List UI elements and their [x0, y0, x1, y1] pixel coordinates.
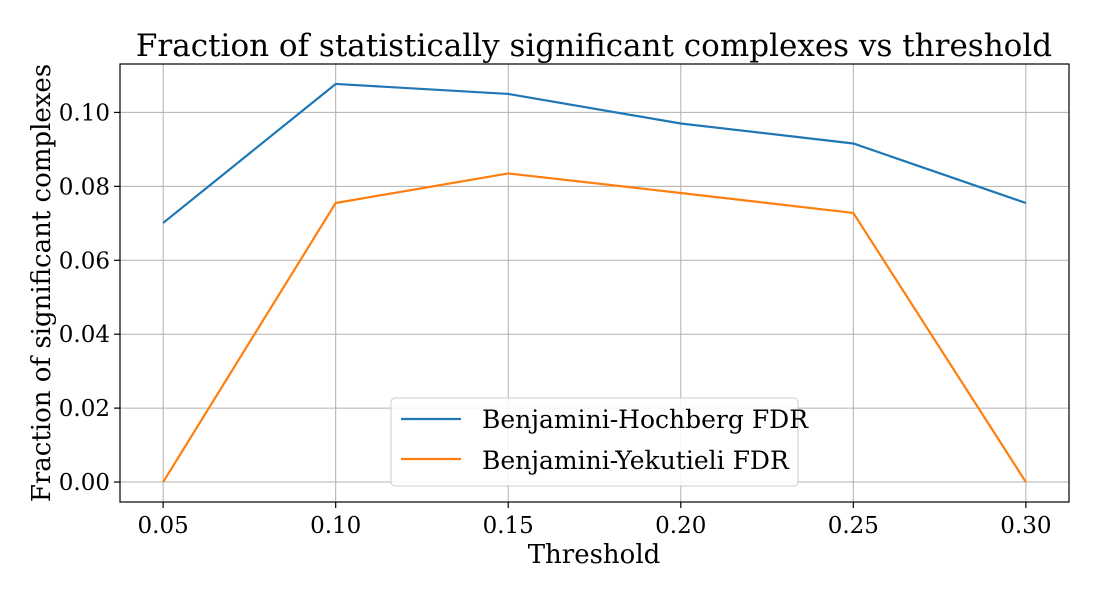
x-axis-label: Threshold — [528, 540, 661, 570]
legend-box — [390, 397, 799, 487]
series-lines — [162, 82, 1027, 483]
x-tick-label: 0.20 — [655, 513, 706, 539]
series-line-bh — [162, 82, 1027, 224]
legend-label-bh: Benjamini-Hochberg FDR — [482, 405, 809, 434]
legend-label-by: Benjamini-Yekutieli FDR — [482, 446, 790, 475]
legend: Benjamini-Hochberg FDR Benjamini-Yekutie… — [390, 397, 809, 487]
series-line-by — [162, 172, 1027, 483]
chart-title: Fraction of statistically significant co… — [136, 28, 1052, 64]
x-tick-label: 0.10 — [310, 513, 361, 539]
x-tick-label: 0.15 — [483, 513, 534, 539]
y-tick-label: 0.06 — [59, 248, 110, 274]
axis-ticks: 0.05 0.10 0.15 0.20 0.25 0.30 0.00 0.02 0.04 0.06… — [59, 100, 1052, 539]
x-tick-label: 0.30 — [1000, 513, 1051, 539]
plot-frame — [119, 63, 1070, 503]
x-tick-label: 0.05 — [138, 513, 189, 539]
y-tick-label: 0.00 — [59, 470, 110, 496]
y-tick-label: 0.02 — [59, 396, 110, 422]
y-tick-label: 0.04 — [59, 322, 110, 348]
y-tick-label: 0.08 — [59, 174, 110, 200]
y-tick-label: 0.10 — [59, 100, 110, 126]
y-axis-label: Fraction of significant complexes — [27, 64, 57, 502]
grid-lines — [120, 64, 1069, 502]
x-tick-label: 0.25 — [828, 513, 879, 539]
